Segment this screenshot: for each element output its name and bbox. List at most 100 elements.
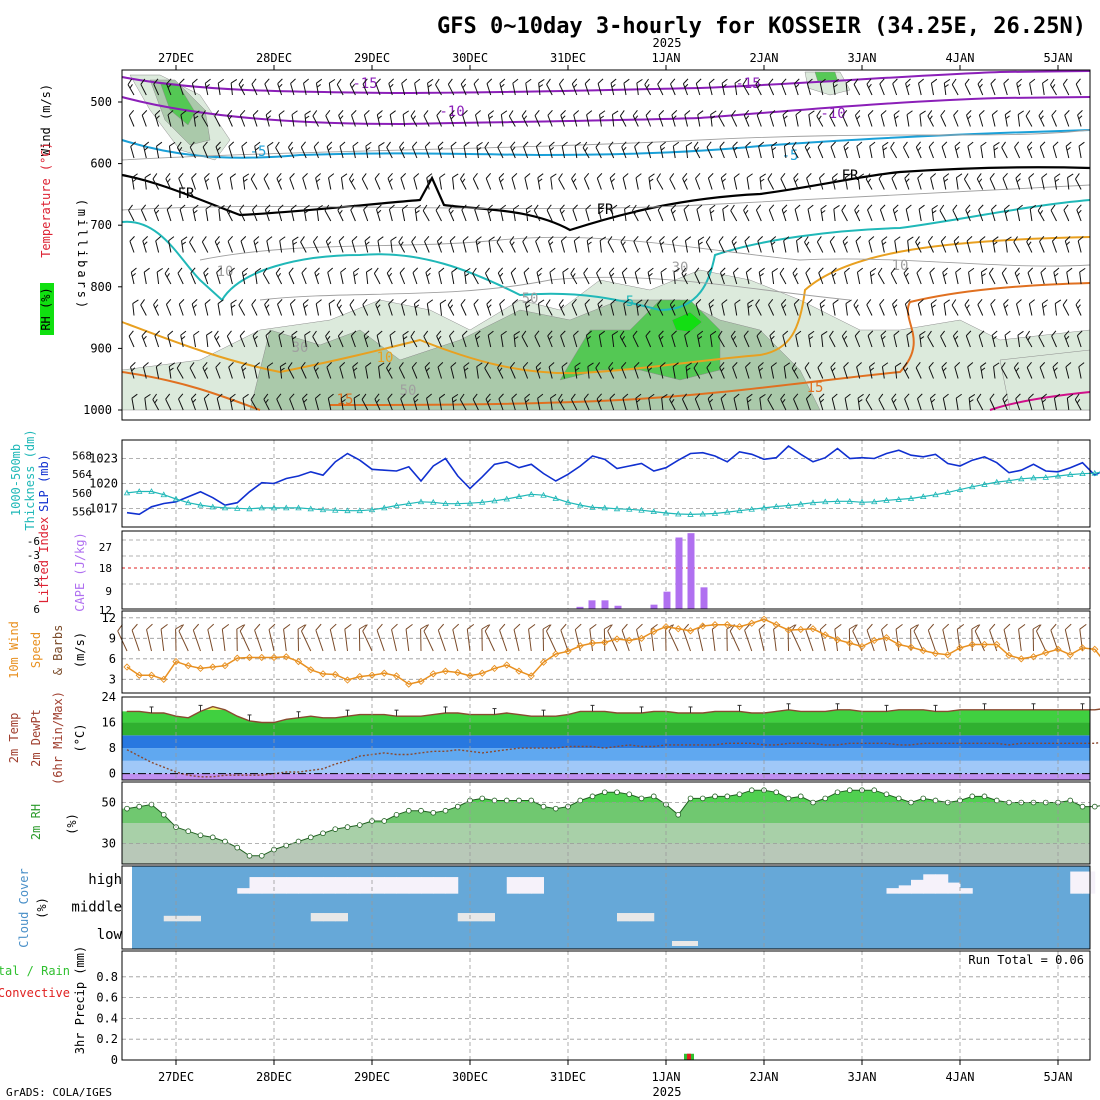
wind-barb <box>536 267 543 285</box>
wind-barb <box>390 236 397 253</box>
wind10m-marker <box>784 626 793 634</box>
slp-frame <box>121 439 1091 528</box>
wind-barb <box>779 267 787 285</box>
contour-label: 10 <box>377 350 394 366</box>
wind-barb <box>804 362 811 379</box>
thickness-marker <box>797 500 804 507</box>
wind10m-marker <box>613 635 621 643</box>
wind-barb <box>451 393 459 411</box>
cloud-clear-block <box>482 913 495 922</box>
wind-barb <box>619 110 627 127</box>
wind-barb <box>906 110 913 127</box>
wind-barb <box>570 267 578 285</box>
wind-barb <box>276 173 283 190</box>
wind-barb <box>460 78 467 96</box>
wind-barb <box>707 267 713 285</box>
wind-barb <box>152 173 160 190</box>
wind-barb <box>978 330 985 348</box>
thickness-marker <box>185 499 192 506</box>
wind-barb <box>144 393 151 411</box>
cape-bar <box>700 587 708 609</box>
wind-tick-label: 6 <box>109 652 116 666</box>
wind10m-barb <box>362 624 373 652</box>
wind-barb <box>943 299 950 316</box>
wind-barb <box>348 173 356 190</box>
wind-barb <box>710 110 717 127</box>
wind-barb <box>1076 330 1083 348</box>
rh-marker <box>185 828 192 834</box>
wind-barb <box>549 267 556 285</box>
top-date-axis: 27DEC 28DEC 29DEC 30DEC 31DEC 1JAN 2JAN 3JAN 4JA… <box>158 51 1073 65</box>
wind-barb <box>781 204 788 222</box>
wind-barb <box>830 362 836 379</box>
wind-barb <box>833 205 840 222</box>
rh-marker <box>356 822 363 828</box>
wind-barb <box>510 141 516 159</box>
wind-barb <box>413 299 420 316</box>
wind-barb <box>1075 299 1082 316</box>
wind10m-marker <box>539 658 548 666</box>
wind-barb <box>794 204 801 222</box>
wind-barb <box>1028 393 1034 411</box>
wind-barb <box>681 267 688 285</box>
wind-barb <box>857 393 864 411</box>
wind-barb <box>645 330 652 348</box>
wind-barb <box>459 393 467 411</box>
wind-barb <box>558 173 565 190</box>
year-label-bottom: 2025 <box>653 1085 682 1099</box>
wind-barb <box>449 110 455 127</box>
wind-barb <box>376 204 382 222</box>
wind-barb <box>203 267 209 285</box>
wind-barb <box>168 362 176 379</box>
precip-panel: 0 0.2 0.4 0.6 0.8 <box>96 950 1091 1067</box>
contour-label: 50 <box>522 291 539 307</box>
wind-barb <box>193 110 200 127</box>
wind-barb <box>547 330 553 348</box>
thickness-marker <box>1067 471 1074 477</box>
contour-label: -5 <box>250 144 267 160</box>
wind-barb <box>463 141 470 159</box>
wind-barb <box>275 267 283 285</box>
wind-barb <box>854 204 861 222</box>
wind-barb <box>892 299 898 316</box>
wind-barb <box>965 204 971 222</box>
wind-barb <box>976 173 984 190</box>
wind-barb <box>216 393 223 411</box>
wind-barb <box>746 173 753 190</box>
wind-barb <box>262 267 270 285</box>
cloud-clear-block <box>911 879 924 894</box>
wind-barb <box>708 78 715 96</box>
rh-marker <box>160 811 167 818</box>
wind-barb <box>486 299 492 316</box>
wind10m-marker <box>760 615 768 623</box>
wind-barb <box>424 236 430 253</box>
thickness-marker <box>711 510 719 516</box>
cloud-low-block <box>672 941 698 946</box>
wind-barb <box>645 110 652 127</box>
wind-barb <box>1062 299 1070 316</box>
wind-barb <box>129 236 135 253</box>
wind-barb <box>964 299 971 316</box>
wind-barb <box>191 78 198 96</box>
wind-barb <box>314 393 321 411</box>
wind-barb <box>844 173 852 190</box>
wind-barb <box>288 267 295 285</box>
wind-barb <box>940 236 947 253</box>
date-label-bottom: 4JAN <box>946 1070 975 1084</box>
wind-barb <box>487 110 495 127</box>
wind-barb <box>574 362 581 379</box>
rh-marker <box>675 811 682 818</box>
wind-barb <box>955 173 963 190</box>
cloud-clear-block <box>310 877 324 894</box>
wind-barb <box>695 299 702 316</box>
thickness-marker <box>822 498 829 505</box>
wind-barb <box>275 141 283 159</box>
rh-legend-swatch <box>40 283 54 335</box>
wind-barb <box>584 299 590 316</box>
wind-barb <box>930 173 937 190</box>
wind-barb <box>842 110 848 127</box>
wind-barb <box>325 330 332 348</box>
wind-barb <box>192 204 199 222</box>
wind10m-marker <box>515 667 523 675</box>
wind-barb <box>328 78 336 96</box>
